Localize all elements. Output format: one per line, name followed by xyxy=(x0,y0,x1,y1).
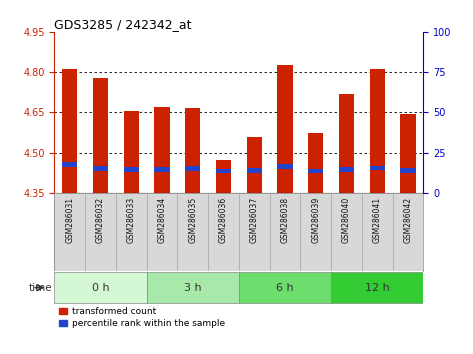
Text: GSM286036: GSM286036 xyxy=(219,197,228,243)
Bar xyxy=(62,69,78,193)
Text: GSM286038: GSM286038 xyxy=(280,197,289,243)
Text: GSM286041: GSM286041 xyxy=(373,197,382,243)
FancyBboxPatch shape xyxy=(331,273,423,303)
Text: GDS3285 / 242342_at: GDS3285 / 242342_at xyxy=(54,18,192,31)
Bar xyxy=(154,107,170,193)
Legend: transformed count, percentile rank within the sample: transformed count, percentile rank withi… xyxy=(59,307,225,329)
FancyBboxPatch shape xyxy=(393,193,423,271)
Text: GSM286042: GSM286042 xyxy=(403,197,412,243)
Text: GSM286037: GSM286037 xyxy=(250,197,259,243)
Bar xyxy=(308,169,324,173)
Text: time: time xyxy=(28,282,52,293)
FancyBboxPatch shape xyxy=(208,193,239,271)
Text: 3 h: 3 h xyxy=(184,282,201,293)
Text: GSM286039: GSM286039 xyxy=(311,197,320,243)
Text: GSM286032: GSM286032 xyxy=(96,197,105,243)
Bar xyxy=(123,167,139,172)
FancyBboxPatch shape xyxy=(239,273,331,303)
Bar xyxy=(339,93,354,193)
FancyBboxPatch shape xyxy=(331,193,362,271)
Text: GSM286033: GSM286033 xyxy=(127,197,136,243)
Text: 0 h: 0 h xyxy=(92,282,109,293)
FancyBboxPatch shape xyxy=(177,193,208,271)
Text: GSM286035: GSM286035 xyxy=(188,197,197,243)
Bar xyxy=(185,166,201,171)
FancyBboxPatch shape xyxy=(239,193,270,271)
Bar xyxy=(400,114,416,193)
Bar xyxy=(369,166,385,170)
Bar xyxy=(93,78,108,193)
FancyBboxPatch shape xyxy=(362,193,393,271)
FancyBboxPatch shape xyxy=(270,193,300,271)
Bar xyxy=(123,111,139,193)
FancyBboxPatch shape xyxy=(116,193,147,271)
Text: GSM286034: GSM286034 xyxy=(158,197,166,243)
FancyBboxPatch shape xyxy=(147,273,239,303)
Bar xyxy=(185,108,201,193)
Bar xyxy=(216,160,231,193)
Text: GSM286040: GSM286040 xyxy=(342,197,351,243)
Text: 6 h: 6 h xyxy=(276,282,294,293)
FancyBboxPatch shape xyxy=(300,193,331,271)
FancyBboxPatch shape xyxy=(85,193,116,271)
Bar xyxy=(93,166,108,171)
Bar xyxy=(369,69,385,193)
Bar xyxy=(339,167,354,172)
Bar xyxy=(246,137,262,193)
Bar xyxy=(277,164,293,169)
Bar xyxy=(154,167,170,172)
Text: GSM286031: GSM286031 xyxy=(65,197,74,243)
FancyBboxPatch shape xyxy=(147,193,177,271)
Bar xyxy=(400,168,416,172)
Bar xyxy=(62,162,78,167)
Bar xyxy=(216,169,231,173)
FancyBboxPatch shape xyxy=(54,193,85,271)
Bar xyxy=(308,133,324,193)
FancyBboxPatch shape xyxy=(54,273,147,303)
Text: 12 h: 12 h xyxy=(365,282,390,293)
Bar xyxy=(277,65,293,193)
Bar xyxy=(246,168,262,172)
